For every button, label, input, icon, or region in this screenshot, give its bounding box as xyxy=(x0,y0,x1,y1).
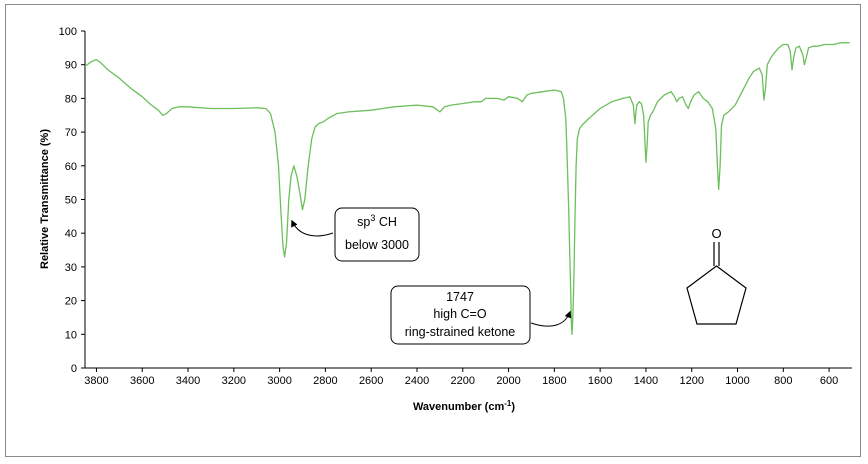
annotation-sp3-callout: sp3 CH below 3000 xyxy=(291,207,420,262)
x-tick-label: 3600 xyxy=(130,375,154,387)
series-line-0 xyxy=(84,42,850,335)
x-tick-label: 3800 xyxy=(84,375,108,387)
annotation-carbonyl-callout: 1747 high C=O ring-strained ketone xyxy=(390,285,572,345)
y-tick-label: 100 xyxy=(59,26,77,38)
x-tick-label: 3200 xyxy=(222,375,246,387)
x-tick-label: 2400 xyxy=(405,375,429,387)
annotation-carbonyl-line2: high C=O xyxy=(433,307,486,321)
x-tick-label: 1800 xyxy=(542,375,566,387)
y-tick-label: 40 xyxy=(65,228,77,240)
x-tick-label: 1600 xyxy=(588,375,612,387)
y-tick-label: 10 xyxy=(65,329,77,341)
y-ticks: 0 10 20 30 40 50 60 70 80 90 100 xyxy=(59,26,85,375)
y-axis-title: Relative Transmittance (%) xyxy=(39,129,51,269)
x-tick-label: 800 xyxy=(774,375,792,387)
x-tick-label: 3000 xyxy=(267,375,291,387)
x-tick-label: 600 xyxy=(820,375,838,387)
x-tick-label: 1400 xyxy=(634,375,658,387)
x-tick-label: 1200 xyxy=(679,375,703,387)
x-tick-label: 2800 xyxy=(313,375,337,387)
x-tick-label: 1000 xyxy=(725,375,749,387)
x-tick-label: 2000 xyxy=(496,375,520,387)
annotation-carbonyl-arrow xyxy=(530,310,572,327)
y-tick-label: 60 xyxy=(65,161,77,173)
y-tick-label: 0 xyxy=(71,363,77,375)
y-tick-label: 20 xyxy=(65,296,77,308)
oxygen-label: O xyxy=(711,226,721,241)
chart-frame xyxy=(5,4,861,457)
x-tick-label: 2200 xyxy=(451,375,475,387)
cyclopentanone-structure xyxy=(686,242,747,325)
cyclopentane-ring xyxy=(686,265,747,325)
annotation-sp3-line1: sp3 CH xyxy=(357,213,397,229)
y-tick-label: 90 xyxy=(65,60,77,72)
x-tick-label: 2600 xyxy=(359,375,383,387)
x-ticks: 3800 3600 3400 3200 3000 2800 2600 2400 2200 2000… xyxy=(84,368,838,387)
x-tick-label: 3400 xyxy=(176,375,200,387)
x-axis-title: Wavenumber (cm-1) xyxy=(413,399,515,413)
annotation-sp3-arrow xyxy=(291,219,334,237)
annotation-sp3-line2: below 3000 xyxy=(345,238,409,252)
annotation-sp3-box xyxy=(334,207,420,262)
annotation-carbonyl-box xyxy=(390,285,531,345)
y-tick-label: 80 xyxy=(65,93,77,105)
y-tick-label: 70 xyxy=(65,127,77,139)
y-tick-label: 50 xyxy=(65,195,77,207)
annotation-carbonyl-line3: ring-strained ketone xyxy=(405,325,516,339)
annotation-carbonyl-line1: 1747 xyxy=(446,290,474,304)
y-tick-label: 30 xyxy=(65,262,77,274)
series-layer xyxy=(84,42,850,335)
